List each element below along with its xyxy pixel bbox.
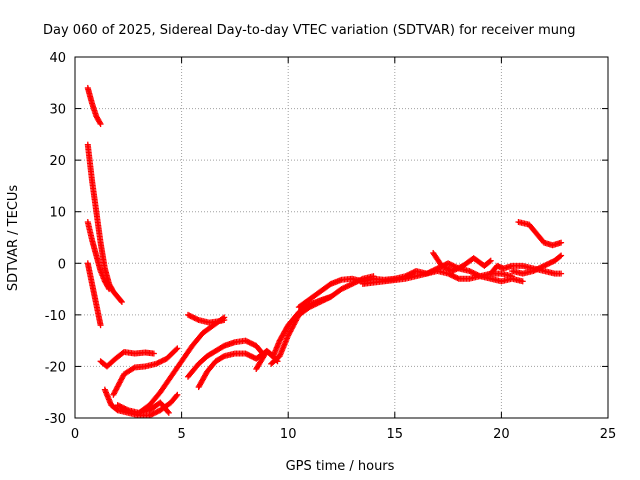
series-arc-2	[84, 141, 125, 305]
x-tick-label: 5	[177, 427, 185, 442]
series-arc-1	[84, 84, 104, 128]
data-marks	[84, 84, 565, 419]
series-arc-14	[268, 273, 377, 367]
y-tick-label: 30	[49, 103, 66, 118]
series-arc-20	[509, 252, 565, 277]
x-tick-label: 20	[493, 427, 510, 442]
x-tick-label: 25	[600, 427, 617, 442]
chart-title: Day 060 of 2025, Sidereal Day-to-day VTE…	[43, 23, 576, 38]
series-arc-5	[97, 348, 157, 370]
series-arc-10	[184, 311, 228, 326]
y-tick-label: 40	[49, 51, 66, 66]
x-axis-label: GPS time / hours	[286, 459, 395, 474]
series-arc-7	[110, 345, 181, 398]
y-tick-label: -20	[45, 360, 66, 375]
y-tick-label: -30	[45, 412, 66, 427]
y-tick-label: -10	[45, 309, 66, 324]
x-tick-label: 15	[387, 427, 404, 442]
x-tick-label: 10	[280, 427, 297, 442]
series-arc-3	[84, 219, 113, 293]
series-arc-9	[135, 314, 228, 416]
y-tick-label: 0	[58, 257, 66, 272]
y-axis-label: SDTVAR / TECUs	[6, 185, 21, 292]
series-arc-13	[253, 293, 334, 373]
x-tick-label: 0	[71, 427, 79, 442]
series-arc-18	[430, 249, 494, 275]
series-arc-21	[515, 219, 565, 249]
axis-ticks: 0 5 10 15 20 25 -30 -20 -10 0 10 20 30 40	[45, 51, 617, 442]
series-arc-17	[391, 268, 526, 285]
y-tick-label: 10	[49, 206, 66, 221]
y-tick-label: 20	[49, 154, 66, 169]
series-arc-4	[84, 260, 104, 329]
series-arc-11	[184, 337, 266, 380]
plot-frame	[74, 56, 609, 419]
